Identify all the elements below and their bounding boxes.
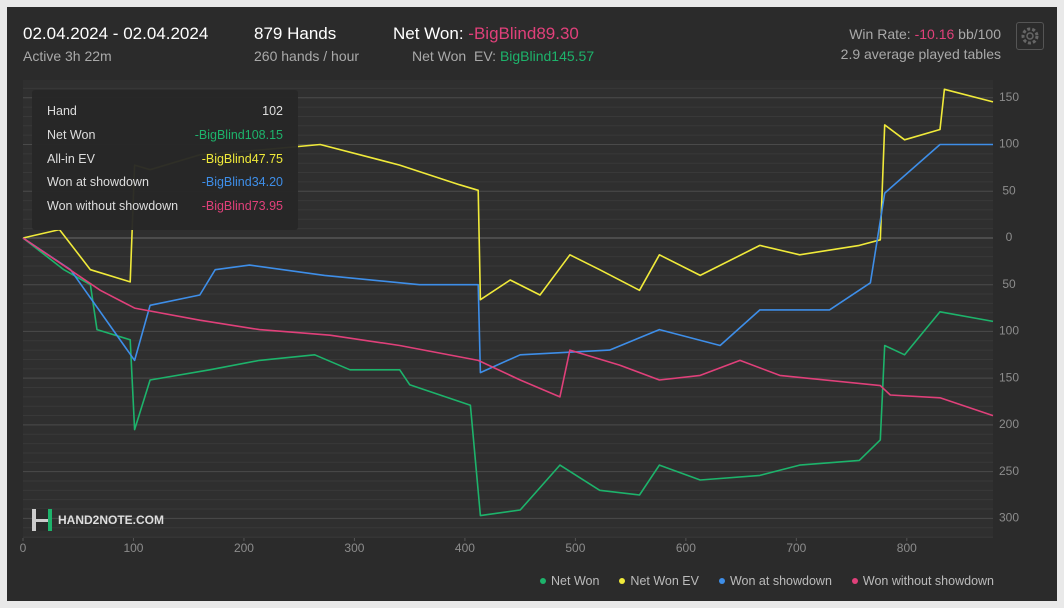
series-line	[22, 237, 994, 417]
label: Net Won EV:	[412, 48, 497, 64]
y-tick-label: 150	[999, 90, 1019, 104]
settings-button[interactable]	[1016, 22, 1044, 50]
series-line	[22, 143, 993, 374]
legend-label: Net Won EV	[630, 574, 699, 588]
tooltip-value: 102	[262, 104, 283, 118]
net-won-ev: Net Won EV: BigBlind145.57	[412, 48, 594, 64]
tooltip-value: -BigBlind108.15	[194, 128, 283, 142]
legend-label: Won at showdown	[729, 574, 832, 588]
legend-dot	[619, 578, 626, 584]
tooltip-label: All-in EV	[47, 151, 95, 166]
win-rate: Win Rate: -10.16 bb/100	[849, 26, 1001, 42]
tooltip-row: All-in EV -BigBlind47.75	[47, 152, 283, 172]
value: -BigBlind89.30	[468, 24, 579, 43]
x-tick-label: 200	[234, 541, 254, 555]
label: Net Won:	[393, 24, 464, 43]
tooltip-value: -BigBlind73.95	[201, 199, 283, 214]
y-tick-label: 100	[999, 137, 1019, 151]
legend-item: Net Won	[540, 574, 599, 588]
label: Win Rate:	[849, 26, 911, 42]
tooltip-label: Won without showdown	[47, 199, 179, 214]
tooltip-title: Hand 102	[47, 104, 283, 124]
tooltip-row: Net Won -BigBlind108.15	[47, 128, 283, 148]
y-tick-label: 50	[1002, 183, 1016, 197]
legend: Net Won Net Won EV Won at showdown Won with…	[540, 574, 994, 588]
net-won: Net Won: -BigBlind89.30	[393, 24, 579, 44]
tooltip-label: Won at showdown	[47, 175, 149, 190]
x-tick-label: 0	[20, 541, 27, 555]
x-tick-label: 500	[565, 541, 585, 555]
tooltip-row: Won at showdown -BigBlind34.20	[47, 175, 283, 195]
tooltip-value: -BigBlind47.75	[201, 151, 283, 166]
x-tick-label: 100	[123, 541, 143, 555]
hands-rate: 260 hands / hour	[254, 48, 360, 64]
date-range: 02.04.2024 - 02.04.2024	[23, 24, 209, 43]
x-tick-label: 600	[676, 541, 696, 555]
value: BigBlind145.57	[499, 48, 595, 64]
legend-label: Won without showdown	[862, 574, 994, 588]
y-tick-label: 300	[999, 511, 1019, 525]
logo-text: HAND2NOTE.COM	[58, 513, 165, 527]
tooltip-row: Won without showdown -BigBlind73.95	[47, 199, 283, 219]
tooltip-label: Hand	[47, 104, 77, 118]
legend-dot	[851, 578, 858, 584]
legend-dot	[540, 578, 547, 584]
x-tick-label: 300	[344, 541, 364, 555]
gear-icon	[1021, 27, 1039, 45]
tooltip-label: Net Won	[47, 128, 96, 142]
tables: 2.9 average played tables	[840, 46, 1001, 62]
legend-item: Won without showdown	[851, 574, 994, 588]
tooltip: Hand 102 Net Won -BigBlind108.15 All-in EV -B…	[32, 90, 298, 230]
hands: 879 Hands	[254, 24, 337, 43]
y-tick-label: 150	[999, 370, 1019, 384]
legend-item: Net Won EV	[619, 574, 699, 588]
logo-icon	[32, 509, 52, 531]
x-tick-label: 800	[897, 541, 917, 555]
unit: bb/100	[958, 26, 1001, 42]
active-time: Active 3h 22m	[23, 48, 112, 64]
y-tick-label: 200	[999, 417, 1019, 431]
legend-item: Won at showdown	[718, 574, 832, 588]
x-tick-label: 700	[786, 541, 806, 555]
y-tick-label: 0	[1006, 230, 1013, 244]
y-tick-label: 250	[999, 464, 1019, 478]
x-tick-label: 400	[455, 541, 475, 555]
tooltip-value: -BigBlind34.20	[201, 175, 283, 190]
legend-dot	[718, 578, 725, 584]
series-line	[22, 237, 994, 517]
y-tick-label: 100	[999, 324, 1019, 338]
logo: HAND2NOTE.COM	[32, 509, 164, 531]
value: -10.16	[914, 26, 955, 42]
y-tick-label: 50	[1002, 277, 1016, 291]
legend-label: Net Won	[551, 574, 600, 588]
